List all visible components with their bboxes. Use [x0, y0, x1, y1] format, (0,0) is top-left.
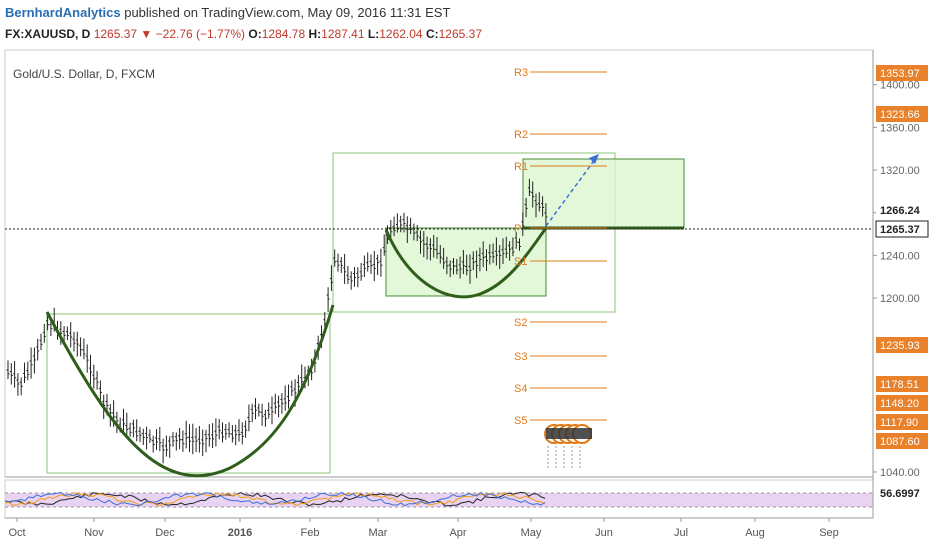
- time-tick-4: Feb: [301, 527, 320, 539]
- time-tick-0: Oct: [8, 527, 25, 539]
- time-axis-ticks: Oct Nov Dec 2016 Feb Mar Apr May Jun Jul Aug Sep: [8, 518, 839, 539]
- high-label: H:: [308, 27, 322, 41]
- price-tick-1: 1200.00: [880, 293, 920, 305]
- low-value: 1262.04: [379, 27, 423, 41]
- pivot-label-S4: S4: [514, 383, 527, 395]
- target-arrow: [545, 157, 597, 227]
- price-label-box-2: [876, 202, 928, 218]
- time-tick-7: May: [521, 527, 542, 539]
- author-link[interactable]: BernhardAnalytics: [5, 5, 121, 20]
- price-label-box-6: [876, 395, 928, 411]
- price-label-6: 1148.20: [880, 398, 919, 410]
- consolidation-box-outer: [332, 152, 616, 313]
- open-value: 1284.78: [261, 27, 306, 41]
- rsi-value-box: [876, 485, 928, 501]
- bottom-box-left: [46, 313, 331, 474]
- price-axis-labels: 1353.97 1323.66 1266.24 1265.37 1235.93 1178.…: [875, 65, 929, 449]
- rounding-bottom-curve: [45, 304, 335, 478]
- price-tick-4: 1320.00: [880, 165, 920, 177]
- price-label-box-0: [876, 65, 928, 81]
- time-tick-3: 2016: [228, 527, 252, 539]
- chart-header: BernhardAnalytics published on TradingVi…: [0, 0, 932, 50]
- open-label: O:: [248, 27, 262, 41]
- publish-line: BernhardAnalytics published on TradingVi…: [5, 5, 450, 20]
- plot-area: [4, 49, 874, 478]
- close-value: 1265.37: [438, 27, 483, 41]
- price-label-5: 1178.51: [880, 379, 919, 391]
- price-label-box-5: [876, 376, 928, 392]
- time-tick-9: Jul: [674, 527, 688, 539]
- down-arrow-icon: ▼: [140, 27, 153, 41]
- rsi-line-0: [4, 491, 546, 507]
- pivot-label-P: P: [514, 223, 521, 235]
- time-tick-6: Apr: [449, 527, 466, 539]
- price-tick-6: 1400.00: [880, 80, 920, 92]
- pivot-levels: R3 R2 R1 P S1 S2 S3 S4 S5: [514, 67, 607, 427]
- price-tick-0: 1040.00: [880, 467, 920, 479]
- price-label-3: 1265.37: [880, 224, 920, 236]
- pivot-label-S3: S3: [514, 351, 527, 363]
- publish-info: published on TradingView.com, May 09, 20…: [124, 5, 451, 20]
- last-price: 1265.37: [93, 27, 138, 41]
- rsi-line-1: [4, 492, 546, 506]
- price-label-2: 1266.24: [880, 205, 921, 217]
- time-tick-10: Aug: [745, 527, 765, 539]
- price-label-box-8: [876, 433, 928, 449]
- price-label-box-1: [876, 106, 928, 122]
- price-label-4: 1235.93: [880, 340, 920, 352]
- price-label-box-4: [876, 337, 928, 353]
- rsi-value: 56.6997: [880, 488, 920, 500]
- close-label: C:: [425, 27, 439, 41]
- change-value: −22.76 (−1.77%): [155, 27, 246, 41]
- high-value: 1287.41: [321, 27, 365, 41]
- price-tick-2: 1240.00: [880, 250, 920, 262]
- pivot-label-S1: S1: [514, 256, 527, 268]
- chart-title: Gold/U.S. Dollar, D, FXCM: [13, 67, 155, 81]
- rsi-lines: [4, 491, 546, 507]
- price-label-7: 1117.90: [880, 417, 918, 429]
- symbol-label: FX:XAUUSD, D: [5, 27, 91, 41]
- time-tick-5: Mar: [369, 527, 388, 539]
- price-label-8: 1087.60: [880, 436, 920, 448]
- time-tick-8: Jun: [595, 527, 613, 539]
- time-tick-11: Sep: [819, 527, 839, 539]
- pivot-label-S2: S2: [514, 317, 527, 329]
- target-box: [522, 158, 685, 229]
- rsi-line-2: [4, 491, 546, 507]
- price-label-0: 1353.97: [880, 68, 920, 80]
- price-label-1: 1323.66: [880, 109, 920, 121]
- event-markers[interactable]: [544, 424, 592, 470]
- price-label-box-7: [876, 414, 928, 430]
- cup-curve: [384, 227, 548, 299]
- pivot-label-R3: R3: [514, 67, 528, 79]
- price-tick-5: 1360.00: [880, 122, 920, 134]
- arrow-head-icon: [589, 154, 599, 164]
- pivot-label-R2: R2: [514, 129, 528, 141]
- low-label: L:: [367, 27, 380, 41]
- time-tick-2: Dec: [155, 527, 175, 539]
- ohlc-line: FX:XAUUSD, D 1265.37 ▼ −22.76 (−1.77%) O…: [5, 27, 482, 41]
- candles-group: [6, 178, 548, 464]
- pivot-label-S5: S5: [514, 415, 527, 427]
- pivot-label-R1: R1: [514, 161, 528, 173]
- price-label-box-3: [875, 220, 929, 238]
- time-tick-1: Nov: [84, 527, 104, 539]
